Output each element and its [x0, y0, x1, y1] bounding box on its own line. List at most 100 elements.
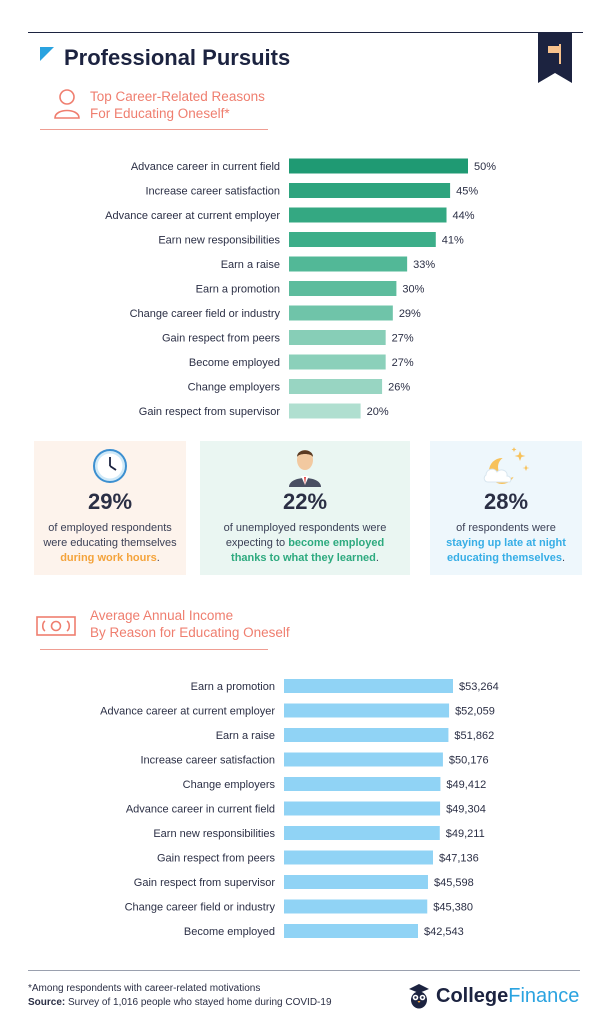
value-label: 20% [367, 406, 389, 418]
bar [289, 305, 393, 321]
businessman-icon [289, 450, 321, 487]
value-label: $47,136 [439, 853, 479, 865]
reasons-bar-chart: Advance career in current field 50% Increa… [105, 158, 496, 419]
value-label: 45% [456, 186, 478, 198]
section1-title: Top Career-Related Reasons For Educating… [90, 88, 265, 122]
category-label: Become employed [189, 357, 280, 369]
bar [284, 826, 440, 840]
bar [289, 403, 361, 419]
category-label: Advance career at current employer [100, 706, 275, 718]
bar [284, 703, 450, 718]
category-label: Increase career satisfaction [140, 755, 275, 767]
section1-title-line1: Top Career-Related Reasons [90, 89, 265, 104]
section1-rule [40, 129, 268, 130]
value-label: 29% [399, 308, 421, 320]
bar [289, 207, 447, 223]
category-label: Earn a raise [216, 730, 275, 742]
category-label: Earn new responsibilities [153, 828, 275, 840]
category-label: Advance career at current employer [105, 210, 280, 222]
moon-icon [483, 447, 530, 484]
category-label: Become employed [184, 926, 275, 938]
category-label: Change employers [188, 382, 281, 394]
stat-value: 28% [483, 489, 529, 514]
category-label: Gain respect from supervisor [139, 406, 281, 418]
category-label: Change career field or industry [130, 308, 281, 320]
value-label: $49,304 [446, 804, 486, 816]
value-label: 44% [453, 210, 475, 222]
stat-value: 22% [282, 489, 328, 514]
stat-value: 29% [87, 489, 133, 514]
stat-card-late-night: 28% of respondents were staying up late … [430, 441, 582, 575]
bar [289, 281, 397, 296]
bar [284, 924, 418, 938]
category-label: Advance career in current field [131, 161, 280, 173]
value-label: $49,211 [446, 828, 485, 840]
bar [284, 850, 433, 865]
value-label: 50% [474, 161, 496, 173]
value-label: $45,598 [434, 877, 474, 889]
logo-word-college: College [436, 984, 509, 1007]
section2-rule [40, 649, 268, 650]
category-label: Increase career satisfaction [145, 186, 280, 198]
bar [284, 899, 428, 914]
value-label: 41% [442, 235, 464, 247]
section1-title-line2: For Educating Oneself* [90, 106, 230, 121]
value-label: $51,862 [454, 730, 494, 742]
bar [289, 330, 386, 345]
bar [284, 875, 428, 889]
bar [289, 158, 468, 174]
value-label: $45,380 [433, 902, 473, 914]
category-label: Gain respect from peers [162, 333, 280, 345]
person-icon [54, 89, 80, 119]
page-title: Professional Pursuits [64, 45, 291, 70]
stat-description: of employed respondents were educating t… [43, 522, 177, 564]
stat-card-unemployed: 22% of unemployed respondents were expec… [200, 441, 410, 575]
bar [289, 232, 436, 247]
value-label: 27% [392, 357, 414, 369]
value-label: $49,412 [446, 779, 486, 791]
section2-title-line2: By Reason for Educating Oneself [90, 625, 290, 640]
category-label: Change employers [183, 779, 276, 791]
bar [284, 752, 443, 767]
category-label: Earn a raise [221, 259, 280, 271]
bar [289, 379, 383, 394]
bar [284, 777, 441, 791]
collegefinance-logo: College Finance [408, 983, 579, 1009]
bar [289, 354, 386, 370]
category-label: Advance career in current field [126, 804, 275, 816]
bar [284, 728, 449, 742]
clock-icon [93, 449, 127, 483]
bar [289, 183, 451, 198]
value-label: $52,059 [455, 706, 495, 718]
value-label: $50,176 [449, 755, 489, 767]
category-label: Earn new responsibilities [158, 235, 280, 247]
logo-word-finance: Finance [508, 984, 580, 1007]
stat-description: of unemployed respondents were expecting… [223, 522, 387, 564]
category-label: Change career field or industry [125, 902, 276, 914]
income-bar-chart: Earn a promotion $53,264 Advance career at… [100, 679, 499, 938]
footer-rule [28, 970, 580, 971]
value-label: 30% [402, 284, 424, 296]
category-label: Gain respect from supervisor [134, 877, 276, 889]
stat-description: of respondents were staying up late at n… [446, 522, 566, 564]
owl-logo-icon [409, 984, 429, 1009]
section2-title: Average Annual Income By Reason for Educ… [90, 607, 290, 641]
section2-title-line1: Average Annual Income [90, 608, 234, 623]
bookmark-flag-icon [538, 33, 572, 83]
category-label: Earn a promotion [191, 681, 275, 693]
value-label: $42,543 [424, 926, 464, 938]
value-label: 26% [388, 382, 410, 394]
value-label: 27% [392, 333, 414, 345]
footnote: *Among respondents with career-related m… [28, 983, 261, 994]
stat-card-employed: 29% of employed respondents were educati… [34, 441, 186, 575]
money-bill-icon [36, 616, 76, 636]
bar [284, 679, 453, 693]
source-note: Source: Survey of 1,016 people who staye… [28, 997, 332, 1008]
top-rule [28, 32, 583, 33]
bar [289, 256, 408, 272]
bar [284, 801, 441, 816]
category-label: Earn a promotion [196, 284, 280, 296]
value-label: $53,264 [459, 681, 499, 693]
value-label: 33% [413, 259, 435, 271]
category-label: Gain respect from peers [157, 853, 275, 865]
